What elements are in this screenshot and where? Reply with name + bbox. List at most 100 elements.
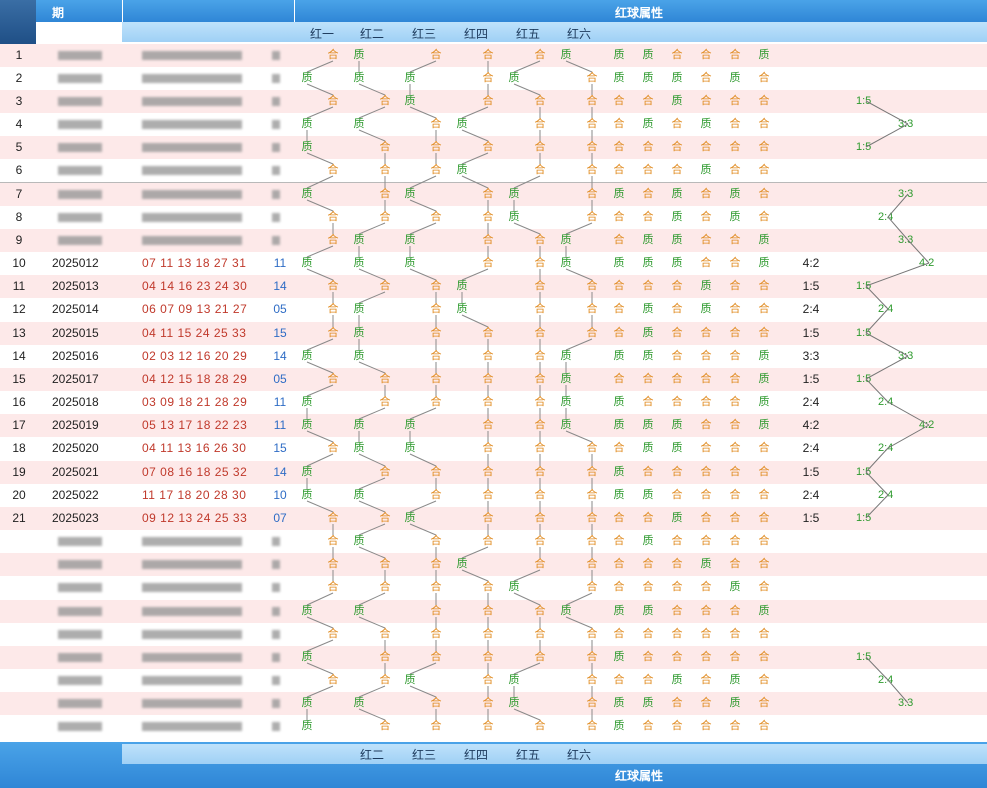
blurred-text	[142, 97, 242, 106]
attr-mark: 合	[671, 558, 683, 570]
attr-mark: 合	[642, 188, 654, 200]
table-row[interactable]: 15 2025017 04 12 15 18 28 29 05 合 合 合 合 合 质 合 合 合 合 合 质…	[0, 368, 987, 391]
table-row[interactable]: 12 2025014 06 07 09 13 21 27 05 合 质 合 质 合 合 合 质 合 质 合 合…	[0, 298, 987, 321]
attr-mark: 合	[613, 327, 625, 339]
attr-mark: 合	[671, 720, 683, 732]
attr-mark: 合	[758, 118, 770, 130]
zigzag-line	[358, 500, 386, 513]
table-row[interactable]: 质 合 合 合 合 合 质 合 合 合 合 合 1:5	[0, 646, 987, 669]
zigzag-line	[306, 268, 334, 281]
trend-label: 2:4	[878, 489, 894, 501]
attr-mark: 合	[729, 164, 741, 176]
table-row[interactable]: 3 合 合 质 合 合 合 合 合 质 合 合 合 1:5	[0, 90, 987, 113]
zigzag-line	[306, 106, 334, 119]
he-mark: 合	[586, 489, 598, 501]
table-row[interactable]: 合合合质合合合合合质合合	[0, 553, 987, 576]
table-row[interactable]: 2 质 质 质 合 质 合 质 质 质 合 质 合	[0, 67, 987, 90]
table-row[interactable]: 18 2025020 04 11 13 16 26 30 15 合 质 质 合 合 合 合 质 质 合 合 合…	[0, 437, 987, 460]
trend-label: 1:5	[856, 466, 872, 478]
attr-mark: 质	[642, 49, 654, 61]
table-row[interactable]: 质 质 合 合 质 合 质 质 合 合 质 合 3:3	[0, 692, 987, 715]
table-row[interactable]: 质合合合合合质合合合合合	[0, 715, 987, 738]
he-mark: 合	[534, 95, 546, 107]
zhi-mark: 质	[508, 674, 520, 686]
table-row[interactable]: 19 2025021 07 08 16 18 25 32 14 质 合 合 合 合 合 质 合 合 合 合 合…	[0, 461, 987, 484]
table-row[interactable]: 合质合合合合合质合合合合	[0, 530, 987, 553]
table-row[interactable]: 1 合 质 合 合 合 质 质 质 合 合 合 质	[0, 44, 987, 67]
he-mark: 合	[534, 419, 546, 431]
attr-mark: 质	[729, 697, 741, 709]
table-row[interactable]: 21 2025023 09 12 13 24 25 33 07 合 合 质 合 合 合 合 合 质 合 合 合…	[0, 507, 987, 530]
blurred-text	[58, 537, 102, 546]
zigzag-line	[358, 222, 386, 235]
trend-connector	[887, 424, 930, 449]
table-row[interactable]: 合合合合质合合合合合质合	[0, 576, 987, 599]
blurred-text	[58, 74, 102, 83]
trend-label: 2:4	[878, 303, 894, 315]
zigzag-line	[513, 222, 541, 235]
trend-connector	[865, 285, 889, 310]
he-mark: 合	[482, 697, 494, 709]
table-row[interactable]: 16 2025018 03 09 18 21 28 29 11 质 合 合 合 合 质 质 合 合 合 合 质…	[0, 391, 987, 414]
attr-mark: 合	[758, 581, 770, 593]
table-row[interactable]: 合 合 质 合 质 合 合 合 质 合 质 合 2:4	[0, 669, 987, 692]
attr-mark: 合	[671, 327, 683, 339]
blurred-text	[272, 583, 280, 592]
attr-mark: 合	[642, 95, 654, 107]
zigzag-line	[358, 477, 386, 490]
zhi-mark: 质	[301, 489, 313, 501]
footer-section-title: 红球属性	[615, 769, 664, 783]
blurred-text	[58, 166, 102, 175]
table-row[interactable]: 7 质 合 质 合 质 合 质 合 质 合 质 合 3:3	[0, 183, 987, 206]
attr-mark: 合	[758, 489, 770, 501]
attr-mark: 合	[729, 605, 741, 617]
he-mark: 合	[430, 605, 442, 617]
table-row[interactable]: 9 合 质 质 合 合 质 合 质 质 合 合 质 3:3	[0, 229, 987, 252]
zigzag-line	[358, 708, 386, 721]
table-row[interactable]: 质质合合合质质质合合合质	[0, 600, 987, 623]
table-row[interactable]: 合合合合合合合合合合合合	[0, 623, 987, 646]
row-index: 11	[12, 279, 26, 293]
attr-mark: 合	[729, 373, 741, 385]
ratio-value: 1:5	[802, 279, 820, 293]
he-mark: 合	[430, 697, 442, 709]
blurred-text	[272, 653, 280, 662]
he-mark: 合	[534, 628, 546, 640]
attr-mark: 质	[671, 211, 683, 223]
attr-mark: 合	[671, 141, 683, 153]
he-mark: 合	[482, 581, 494, 593]
table-row[interactable]: 4 质质合质合合合质合质合合 3:3	[0, 113, 987, 136]
attr-mark: 合	[729, 651, 741, 663]
red-balls: 09 12 13 24 25 33	[142, 511, 248, 525]
table-row[interactable]: 5 质 合 合 合 合 合 合 合 合 合 合 合 1:5	[0, 136, 987, 159]
zigzag-line	[409, 222, 437, 235]
attr-mark: 质	[613, 489, 625, 501]
blurred-text	[58, 51, 102, 60]
attr-mark: 合	[700, 72, 712, 84]
zhi-mark: 质	[560, 419, 572, 431]
table-row[interactable]: 20 2025022 11 17 18 20 28 30 10 质 质 合 合 合 合 质 质 合 合 合 合…	[0, 484, 987, 507]
table-row[interactable]: 8 合 合 合 合 质 合 合 合 质 合 质 合 2:4	[0, 206, 987, 229]
zhi-mark: 质	[301, 720, 313, 732]
attr-mark: 质	[613, 419, 625, 431]
attr-mark: 合	[613, 164, 625, 176]
zigzag-line	[409, 500, 437, 513]
table-row[interactable]: 10 2025012 07 11 13 18 27 31 11 质 质 质 合 合 质 质 质 质 合 合 质…	[0, 252, 987, 275]
table-row[interactable]: 11 2025013 04 14 16 23 24 30 14 合 合 合 质 合 合 合 合 合 质 合 合…	[0, 275, 987, 298]
zigzag-line	[565, 222, 593, 235]
zigzag-line	[409, 453, 437, 467]
zigzag-line	[306, 685, 334, 698]
ratio-value: 2:4	[802, 441, 820, 455]
table-row[interactable]: 6 合 合 合 质 合 合 合 合 合 质 合 合	[0, 159, 987, 182]
table-row[interactable]: 14 2025016 02 03 12 16 20 29 14 质 质 合 合 合 质 质 质 合 合 合 质…	[0, 345, 987, 368]
table-row[interactable]: 13 2025015 04 11 15 24 25 33 15 合 质 合 合 合 合 合 质 合 合 合 合…	[0, 322, 987, 345]
he-mark: 合	[534, 257, 546, 269]
attr-mark: 质	[700, 303, 712, 315]
attr-mark: 质	[671, 257, 683, 269]
zhi-mark: 质	[353, 303, 365, 315]
issue-number: 2025012	[52, 256, 99, 270]
row-index: 4	[15, 117, 23, 131]
he-mark: 合	[534, 442, 546, 454]
zhi-mark: 质	[560, 350, 572, 362]
zhi-mark: 质	[301, 651, 313, 663]
